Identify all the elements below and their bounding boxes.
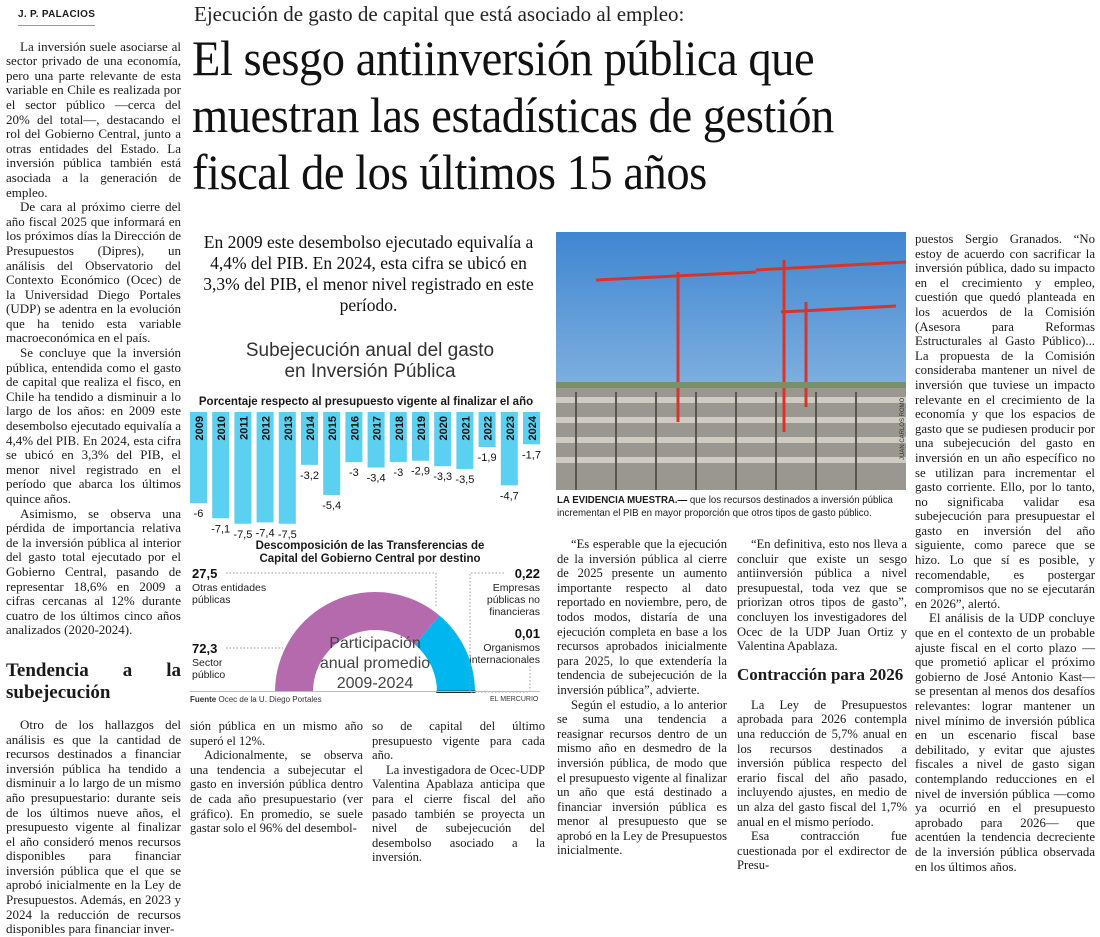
article-column-6: puestos Sergio Granados. “No estoy de ac… bbox=[915, 232, 1095, 874]
article-column-4: “Es esperable que la ejecución de la inv… bbox=[557, 537, 727, 858]
paragraph: La investigadora de Ocec-UDP Valentina A… bbox=[372, 763, 545, 865]
subheading: Contracción para 2026 bbox=[737, 664, 907, 686]
source-text: Ocec de la U. Diego Portales bbox=[218, 695, 321, 704]
chart-title: Subejecución anual del gasto en Inversió… bbox=[240, 340, 500, 382]
year-label: 2022 bbox=[483, 416, 495, 440]
year-label: 2015 bbox=[327, 416, 339, 440]
value-label: -6 bbox=[194, 508, 204, 520]
caption-lead: LA EVIDENCIA MUESTRA.— bbox=[557, 494, 687, 506]
article-column-2: sión pública en un mismo año superó el 1… bbox=[190, 719, 363, 836]
year-label: 2019 bbox=[416, 416, 428, 440]
slice-value: 0,01 bbox=[515, 626, 540, 641]
slice-name: públicas no bbox=[487, 594, 540, 606]
value-label: -3 bbox=[393, 467, 403, 479]
paragraph: Adicionalmente, se observa una tendencia… bbox=[190, 748, 363, 836]
paragraph: Según el estudio, a lo anterior se suma … bbox=[557, 698, 727, 859]
year-label: 2010 bbox=[216, 416, 228, 440]
paragraph: sión pública en un mismo año superó el 1… bbox=[190, 719, 363, 748]
value-label: -3,3 bbox=[433, 471, 452, 483]
year-label: 2017 bbox=[372, 416, 384, 440]
value-label: -7,4 bbox=[256, 527, 275, 539]
paragraph: puestos Sergio Granados. “No estoy de ac… bbox=[915, 232, 1095, 611]
photo-credit: JUAN CARLOS ROMO bbox=[900, 398, 906, 460]
year-label: 2016 bbox=[349, 416, 361, 440]
paragraph: La Ley de Presupuestos aprobada para 202… bbox=[737, 698, 907, 829]
chart-subtitle: Porcentaje respecto al presupuesto vigen… bbox=[188, 396, 544, 408]
value-label: -3,5 bbox=[455, 474, 474, 486]
subheading: Tendencia a la subejecución bbox=[6, 660, 181, 704]
headline-line: El sesgo antiinversión pública que bbox=[192, 30, 834, 87]
slice-name: Otras entidades bbox=[192, 582, 266, 594]
value-label: -1,9 bbox=[478, 452, 497, 464]
slice-value: 27,5 bbox=[192, 566, 217, 581]
value-label: -3,4 bbox=[367, 473, 386, 485]
kicker: Ejecución de gasto de capital que está a… bbox=[194, 2, 684, 27]
slice-value: 72,3 bbox=[192, 641, 217, 656]
slice-name: Sector bbox=[192, 657, 223, 669]
headline-line: muestran las estadísticas de gestión bbox=[192, 87, 834, 144]
donut-chart: Participación anual promedio 2009-2024 72,3… bbox=[188, 566, 544, 706]
year-label: 2023 bbox=[505, 416, 517, 440]
slice-name: públicas bbox=[192, 594, 231, 606]
publisher: EL MERCURIO bbox=[490, 696, 538, 703]
paragraph: Se concluye que la inversión pública, en… bbox=[6, 346, 181, 507]
year-label: 2024 bbox=[527, 415, 539, 440]
value-label: -7,5 bbox=[278, 529, 297, 541]
paragraph: so de capital del último presupuesto vig… bbox=[372, 719, 545, 763]
paragraph: “Es esperable que la ejecución de la inv… bbox=[557, 537, 727, 698]
donut-title: Descomposición de las Transferencias de … bbox=[250, 540, 490, 566]
headline-line: fiscal de los últimos 15 años bbox=[192, 144, 834, 201]
year-label: 2011 bbox=[238, 416, 250, 440]
paragraph: La inversión suele asociarse al sector p… bbox=[6, 40, 181, 201]
byline: J. P. PALACIOS bbox=[18, 8, 95, 26]
value-label: -7,1 bbox=[211, 523, 230, 535]
year-label: 2018 bbox=[394, 416, 406, 440]
slice-name: financieras bbox=[489, 606, 540, 618]
headline: El sesgo antiinversión pública que muest… bbox=[192, 30, 834, 201]
slice-name: Organismos bbox=[483, 642, 540, 654]
slice-value: 0,22 bbox=[515, 566, 540, 581]
photo-caption: LA EVIDENCIA MUESTRA.— que los recursos … bbox=[557, 494, 907, 520]
article-column-3: so de capital del último presupuesto vig… bbox=[372, 719, 545, 865]
bar-chart: 2009 -6 2010 -7,1 2011 -7,5 2012 -7,4 2013 -7,5 20… bbox=[188, 412, 544, 547]
value-label: -3,2 bbox=[300, 470, 319, 482]
paragraph: Esa contracción fue cuestionada por el e… bbox=[737, 829, 907, 873]
value-label: -7,5 bbox=[233, 529, 252, 541]
chart-rule bbox=[190, 691, 540, 692]
donut-center-label: Participación bbox=[329, 635, 421, 652]
year-label: 2014 bbox=[305, 415, 317, 440]
paragraph: El análisis de la UDP concluye que en el… bbox=[915, 611, 1095, 874]
year-label: 2013 bbox=[283, 416, 295, 440]
slice-name: Empresas bbox=[493, 582, 540, 594]
paragraph: Otro de los hallazgos del análisis es qu… bbox=[6, 718, 181, 937]
construction-photo bbox=[556, 232, 906, 490]
paragraph: De cara al próximo cierre del año fiscal… bbox=[6, 200, 181, 346]
year-label: 2020 bbox=[438, 416, 450, 440]
donut-center-label: anual promedio bbox=[320, 655, 430, 672]
source-label: Fuente bbox=[190, 695, 216, 704]
paragraph: Asimismo, se observa una pérdida de impo… bbox=[6, 507, 181, 638]
value-label: -5,4 bbox=[322, 500, 341, 512]
slice-name: internacionales bbox=[469, 654, 540, 666]
year-label: 2021 bbox=[460, 416, 472, 440]
year-label: 2012 bbox=[261, 416, 273, 440]
deck: En 2009 este desembolso ejecutado equiva… bbox=[196, 232, 541, 316]
slice-name: público bbox=[192, 669, 225, 681]
article-column-5: “En definitiva, esto nos lleva a conclui… bbox=[737, 537, 907, 873]
article-column-1: J. P. PALACIOS La inversión suele asocia… bbox=[6, 6, 181, 937]
chart-source: Fuente Ocec de la U. Diego Portales bbox=[190, 695, 322, 704]
value-label: -4,7 bbox=[500, 490, 519, 502]
donut-center-label: 2009-2024 bbox=[337, 675, 414, 692]
value-label: -2,9 bbox=[411, 466, 430, 478]
year-label: 2009 bbox=[194, 416, 206, 440]
paragraph: “En definitiva, esto nos lleva a conclui… bbox=[737, 537, 907, 654]
value-label: -1,7 bbox=[522, 449, 541, 461]
leader-line bbox=[478, 666, 530, 692]
value-label: -3 bbox=[349, 467, 359, 479]
